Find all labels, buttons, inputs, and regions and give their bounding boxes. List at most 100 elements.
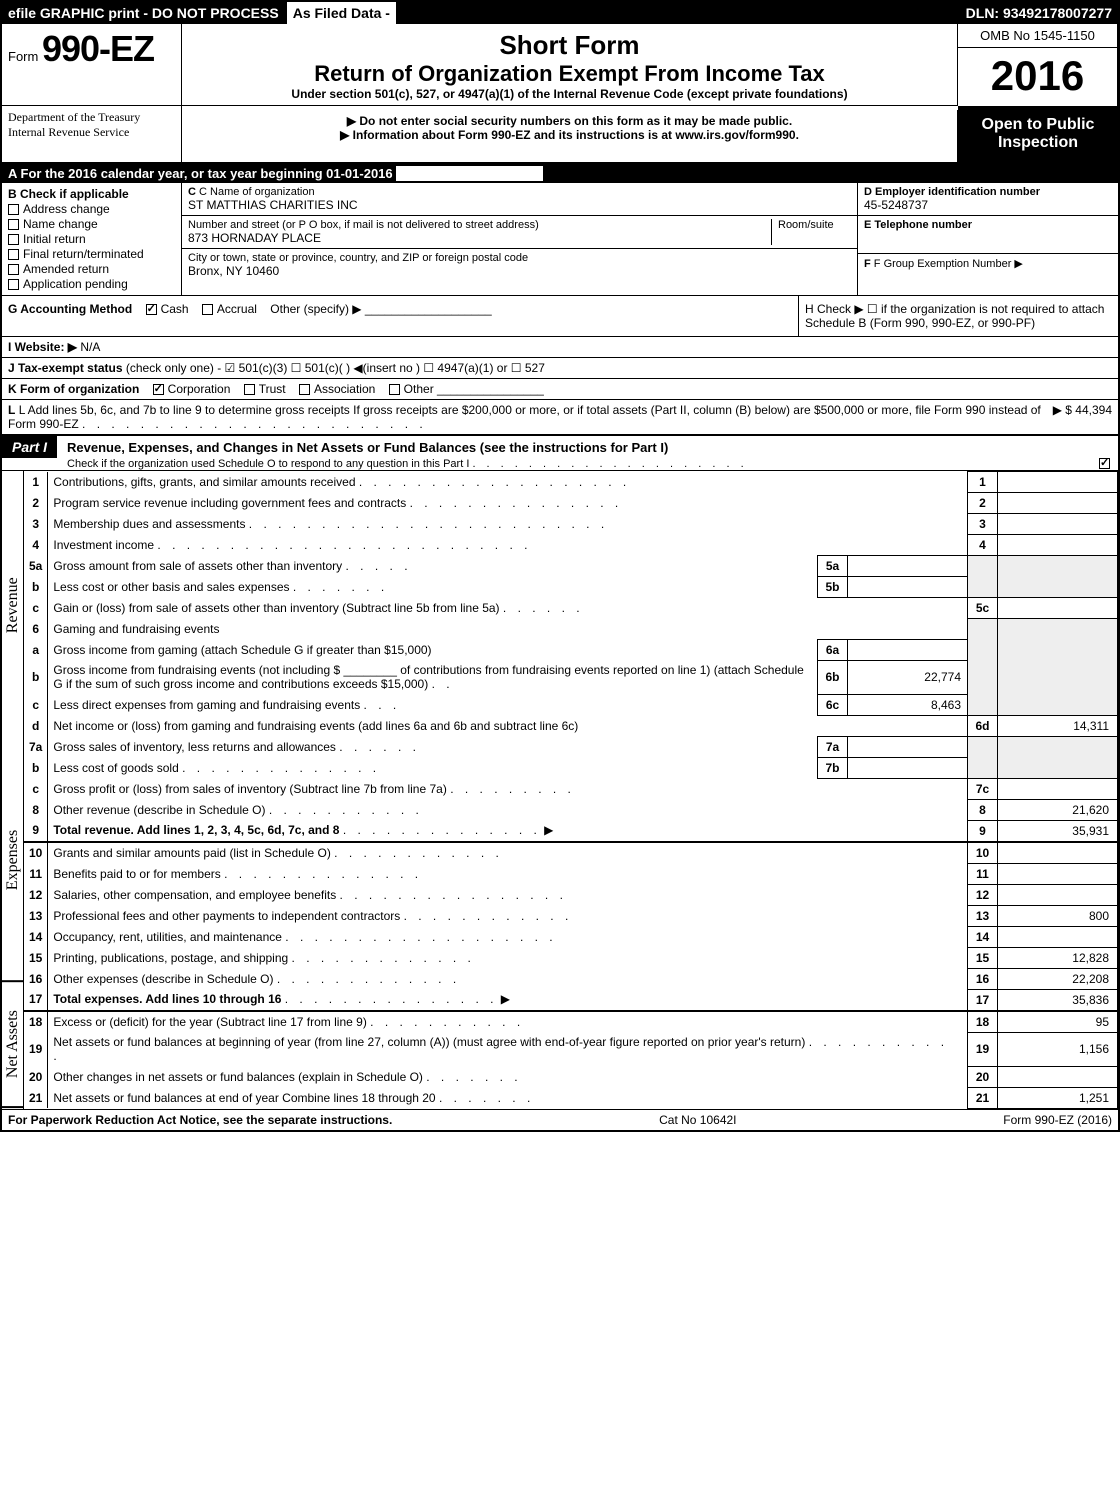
cat-no: Cat No 10642I bbox=[659, 1113, 736, 1127]
cb-address-change[interactable]: Address change bbox=[8, 202, 175, 216]
line-21: 21Net assets or fund balances at end of … bbox=[24, 1087, 1118, 1108]
instructions-cell: ▶ Do not enter social security numbers o… bbox=[182, 110, 958, 162]
value-9: 35,931 bbox=[998, 820, 1118, 842]
line-5b: bLess cost or other basis and sales expe… bbox=[24, 577, 1118, 598]
cb-name-change[interactable]: Name change bbox=[8, 217, 175, 231]
line-12: 12Salaries, other compensation, and empl… bbox=[24, 884, 1118, 905]
cb-corporation[interactable] bbox=[153, 384, 164, 395]
department-cell: Department of the Treasury Internal Reve… bbox=[2, 106, 182, 162]
asfiled-label: As Filed Data - bbox=[285, 2, 398, 24]
website-value: N/A bbox=[80, 340, 100, 354]
city-label: City or town, state or province, country… bbox=[188, 252, 851, 264]
line-17: 17Total expenses. Add lines 10 through 1… bbox=[24, 989, 1118, 1011]
form-prefix: Form bbox=[8, 49, 38, 64]
section-a-label: A For the 2016 calendar year, or tax yea… bbox=[8, 166, 393, 181]
line-5a: 5aGross amount from sale of assets other… bbox=[24, 556, 1118, 577]
cb-final-return[interactable]: Final return/terminated bbox=[8, 247, 175, 261]
value-16: 22,208 bbox=[998, 968, 1118, 989]
cb-cash[interactable] bbox=[146, 304, 157, 315]
cb-initial-return[interactable]: Initial return bbox=[8, 232, 175, 246]
value-17: 35,836 bbox=[998, 989, 1118, 1011]
cb-accrual[interactable] bbox=[202, 304, 213, 315]
form-number: 990-EZ bbox=[42, 28, 154, 69]
section-l-amount: ▶ $ 44,394 bbox=[1053, 403, 1112, 431]
value-19: 1,156 bbox=[998, 1032, 1118, 1066]
section-a-ending: , and ending 12-31-2016 bbox=[396, 166, 543, 181]
side-labels-col: Revenue Expenses Net Assets bbox=[2, 471, 24, 1109]
right-header-cell: OMB No 1545-1150 2016 bbox=[958, 24, 1118, 106]
section-j: J Tax-exempt status (check only one) - ☑… bbox=[2, 358, 1118, 379]
lines-wrap: Revenue Expenses Net Assets 1Contributio… bbox=[2, 471, 1118, 1109]
line-13: 13Professional fees and other payments t… bbox=[24, 905, 1118, 926]
section-i-label: I Website: ▶ bbox=[8, 340, 77, 354]
city-value: Bronx, NY 10460 bbox=[188, 264, 851, 278]
open-to-public: Open to Public Inspection bbox=[958, 106, 1118, 162]
value-6d: 14,311 bbox=[998, 715, 1118, 736]
line-4: 4Investment income . . . . . . . . . . .… bbox=[24, 535, 1118, 556]
section-k: K Form of organization Corporation Trust… bbox=[2, 379, 1118, 400]
part1-badge: Part I bbox=[2, 436, 57, 458]
line-19: 19Net assets or fund balances at beginni… bbox=[24, 1032, 1118, 1066]
value-6b: 22,774 bbox=[848, 660, 968, 694]
dln-label: DLN: 93492178007277 bbox=[960, 2, 1118, 24]
part1-check-text: Check if the organization used Schedule … bbox=[67, 458, 1118, 470]
cb-schedule-o[interactable] bbox=[1099, 458, 1110, 469]
paperwork-notice: For Paperwork Reduction Act Notice, see … bbox=[8, 1113, 392, 1127]
street-address: 873 HORNADAY PLACE bbox=[188, 231, 771, 245]
cb-other-org[interactable] bbox=[389, 384, 400, 395]
info-link: ▶ Information about Form 990-EZ and its … bbox=[188, 128, 951, 142]
lines-table: 1Contributions, gifts, grants, and simil… bbox=[24, 471, 1118, 1109]
section-b-heading: B Check if applicable bbox=[8, 187, 175, 201]
dept-treasury: Department of the Treasury bbox=[8, 110, 175, 125]
dept-irs: Internal Revenue Service bbox=[8, 125, 175, 140]
section-k-label: K Form of organization bbox=[8, 382, 139, 396]
part1-title: Revenue, Expenses, and Changes in Net As… bbox=[67, 437, 1118, 458]
side-expenses: Expenses bbox=[2, 740, 23, 982]
value-21: 1,251 bbox=[998, 1087, 1118, 1108]
cb-amended-return[interactable]: Amended return bbox=[8, 262, 175, 276]
section-c-label: C C Name of organization bbox=[188, 186, 851, 198]
line-6a: aGross income from gaming (attach Schedu… bbox=[24, 639, 1118, 660]
side-revenue: Revenue bbox=[2, 471, 23, 740]
section-g-label: G Accounting Method bbox=[8, 302, 132, 316]
header-grid: Form 990-EZ Short Form Return of Organiz… bbox=[2, 24, 1118, 164]
section-def-cell: D Employer identification number 45-5248… bbox=[858, 183, 1118, 295]
section-f-label: F F Group Exemption Number ▶ bbox=[864, 257, 1112, 270]
line-14: 14Occupancy, rent, utilities, and mainte… bbox=[24, 926, 1118, 947]
omb-number: OMB No 1545-1150 bbox=[958, 24, 1117, 48]
side-netassets: Net Assets bbox=[2, 982, 23, 1108]
cb-trust[interactable] bbox=[244, 384, 255, 395]
line-3: 3Membership dues and assessments . . . .… bbox=[24, 514, 1118, 535]
section-c-cell: C C Name of organization ST MATTHIAS CHA… bbox=[182, 183, 858, 295]
value-8: 21,620 bbox=[998, 799, 1118, 820]
gh-row: G Accounting Method Cash Accrual Other (… bbox=[2, 296, 1118, 337]
line-2: 2Program service revenue including gover… bbox=[24, 493, 1118, 514]
section-d-label: D Employer identification number bbox=[864, 186, 1112, 198]
ein-value: 45-5248737 bbox=[864, 198, 1112, 212]
section-g: G Accounting Method Cash Accrual Other (… bbox=[2, 296, 798, 336]
section-l: L L Add lines 5b, 6c, and 7b to line 9 t… bbox=[2, 400, 1118, 435]
room-suite-label: Room/suite bbox=[771, 219, 851, 245]
cb-application-pending[interactable]: Application pending bbox=[8, 277, 175, 291]
line-7b: bLess cost of goods sold . . . . . . . .… bbox=[24, 757, 1118, 778]
form-id-footer: Form 990-EZ (2016) bbox=[1003, 1113, 1112, 1127]
line-15: 15Printing, publications, postage, and s… bbox=[24, 947, 1118, 968]
efile-topbar: efile GRAPHIC print - DO NOT PROCESS As … bbox=[2, 2, 1118, 24]
line-16: 16Other expenses (describe in Schedule O… bbox=[24, 968, 1118, 989]
short-form-title: Short Form bbox=[188, 30, 951, 61]
info-grid: B Check if applicable Address change Nam… bbox=[2, 183, 1118, 296]
tax-year: 2016 bbox=[958, 48, 1117, 104]
line-1: 1Contributions, gifts, grants, and simil… bbox=[24, 472, 1118, 493]
cb-association[interactable] bbox=[299, 384, 310, 395]
line-11: 11Benefits paid to or for members . . . … bbox=[24, 863, 1118, 884]
sub-title: Under section 501(c), 527, or 4947(a)(1)… bbox=[188, 87, 951, 101]
section-h: H Check ▶ ☐ if the organization is not r… bbox=[798, 296, 1118, 336]
section-i: I Website: ▶ N/A bbox=[2, 337, 1118, 358]
value-13: 800 bbox=[998, 905, 1118, 926]
footer-row: For Paperwork Reduction Act Notice, see … bbox=[2, 1109, 1118, 1130]
line-7a: 7aGross sales of inventory, less returns… bbox=[24, 736, 1118, 757]
line-7c: cGross profit or (loss) from sales of in… bbox=[24, 778, 1118, 799]
section-b-cell: B Check if applicable Address change Nam… bbox=[2, 183, 182, 295]
main-title: Return of Organization Exempt From Incom… bbox=[188, 61, 951, 87]
line-6c: cLess direct expenses from gaming and fu… bbox=[24, 694, 1118, 715]
